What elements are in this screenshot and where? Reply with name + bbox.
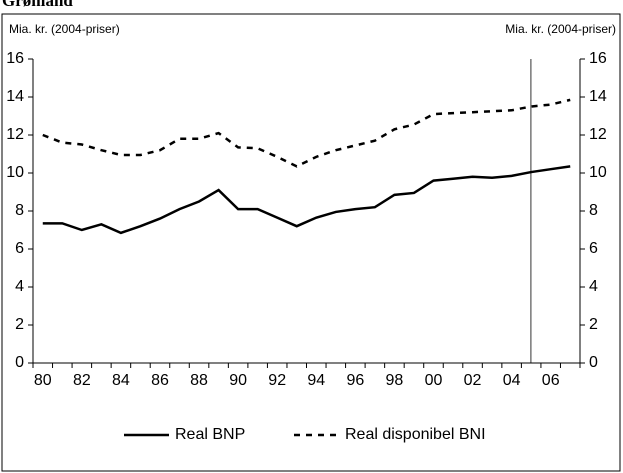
x-tick-label: 04 <box>503 372 521 389</box>
y2-tick-label: 0 <box>589 354 598 371</box>
y-tick-label: 8 <box>15 202 24 219</box>
x-tick-label: 90 <box>229 372 247 389</box>
frame <box>1 13 621 472</box>
legend-label: Real disponibel BNI <box>345 426 486 443</box>
x-tick-label: 94 <box>307 372 325 389</box>
chart-title: Grønland <box>2 0 73 10</box>
x-tick-label: 02 <box>464 372 482 389</box>
y2-axis-label: Mia. kr. (2004-priser) <box>505 22 616 36</box>
y-axis-label: Mia. kr. (2004-priser) <box>9 22 120 36</box>
y-tick-label: 6 <box>15 240 24 257</box>
y-tick-label: 16 <box>6 50 24 67</box>
y-tick-label: 0 <box>15 354 24 371</box>
x-tick-label: 80 <box>34 372 52 389</box>
y-tick-label: 2 <box>15 316 24 333</box>
x-tick-label: 00 <box>425 372 443 389</box>
x-tick-label: 96 <box>346 372 364 389</box>
y2-tick-label: 12 <box>589 126 607 143</box>
legend-label: Real BNP <box>175 426 245 443</box>
y-tick-label: 14 <box>6 88 24 105</box>
y2-tick-label: 8 <box>589 202 598 219</box>
y2-tick-label: 14 <box>589 88 607 105</box>
y2-tick-label: 2 <box>589 316 598 333</box>
y2-tick-label: 16 <box>589 50 607 67</box>
x-tick-label: 88 <box>190 372 208 389</box>
y-tick-label: 12 <box>6 126 24 143</box>
series-line <box>42 98 571 168</box>
series-line <box>42 165 571 235</box>
y-tick-label: 10 <box>6 164 24 181</box>
x-tick-label: 82 <box>73 372 91 389</box>
y-tick-label: 4 <box>15 278 24 295</box>
y2-tick-label: 6 <box>589 240 598 257</box>
x-tick-label: 86 <box>151 372 169 389</box>
y2-tick-label: 10 <box>589 164 607 181</box>
x-tick-label: 06 <box>542 372 560 389</box>
x-tick-label: 98 <box>386 372 404 389</box>
x-tick-label: 84 <box>112 372 130 389</box>
x-tick-label: 92 <box>268 372 286 389</box>
y2-tick-label: 4 <box>589 278 598 295</box>
